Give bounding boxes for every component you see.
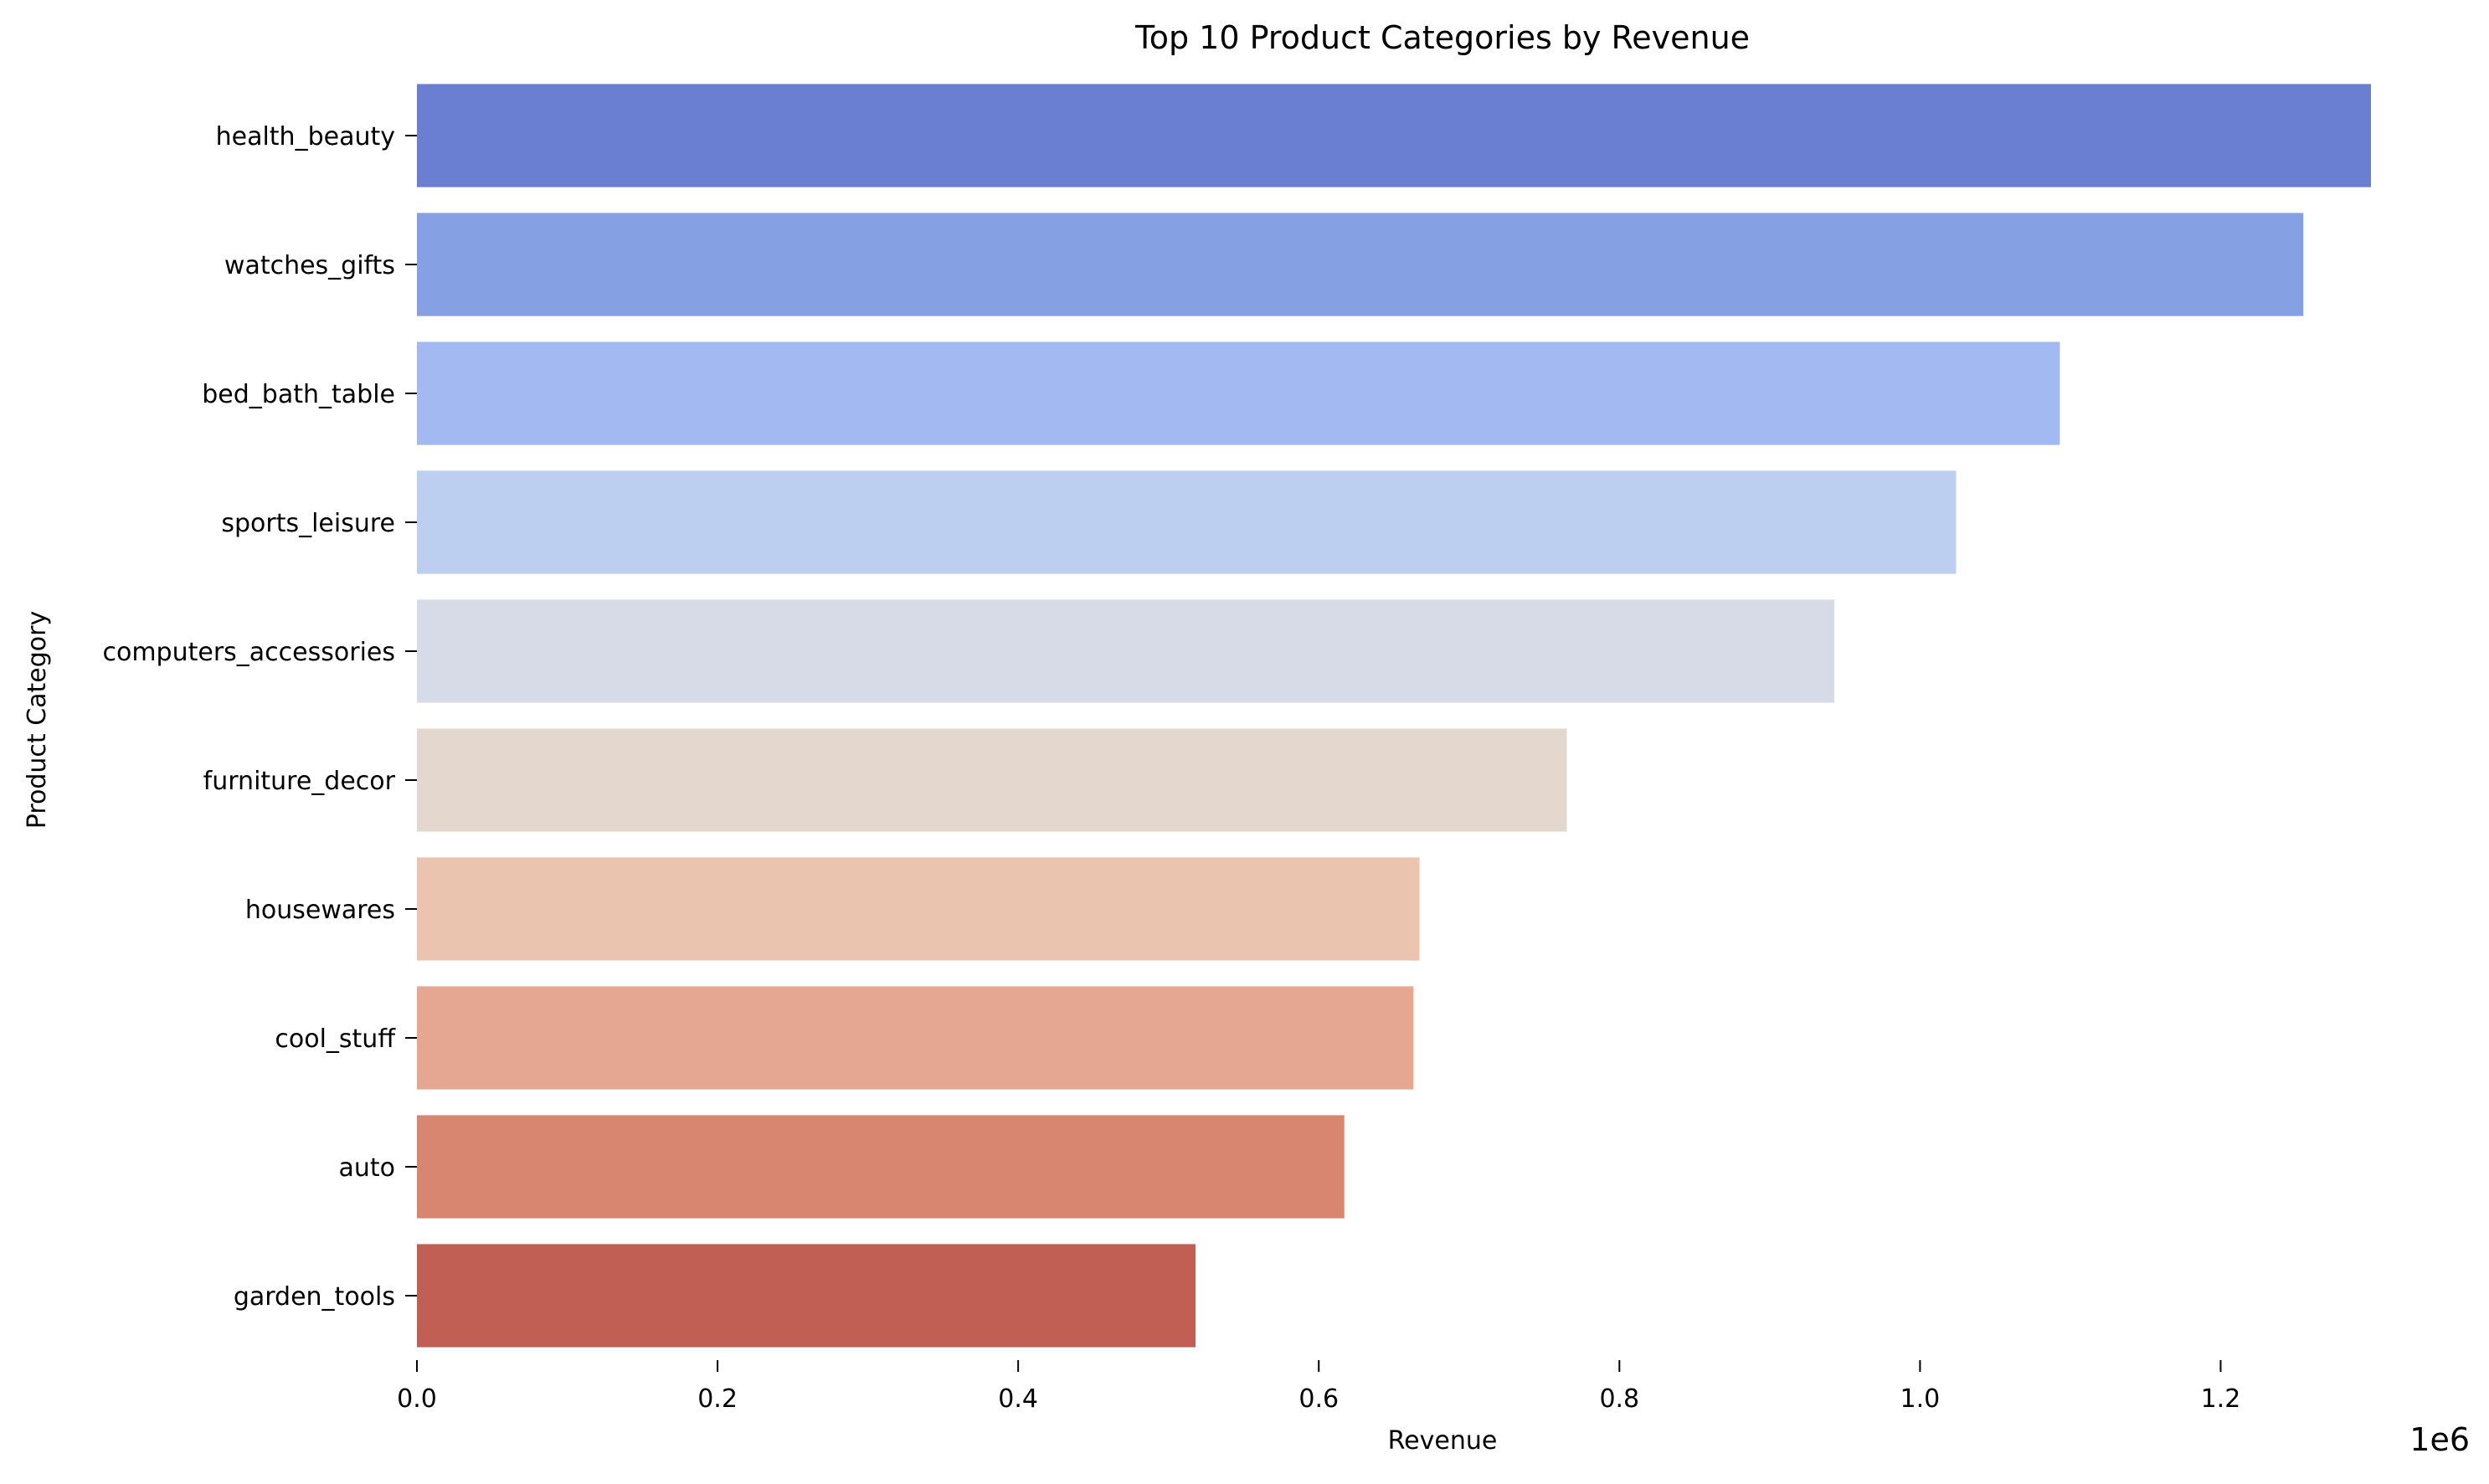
x-tick-label: 0.2 bbox=[697, 1384, 738, 1414]
bar-sports-leisure bbox=[417, 470, 1957, 574]
x-tick-label: 0.0 bbox=[397, 1384, 437, 1414]
y-tick-label: watches_gifts bbox=[224, 251, 395, 280]
bar-garden-tools bbox=[417, 1244, 1196, 1348]
y-tick-label: sports_leisure bbox=[221, 509, 395, 538]
y-tick-label: furniture_decor bbox=[203, 767, 396, 796]
y-tick-label: garden_tools bbox=[234, 1282, 395, 1312]
x-tick-label: 0.8 bbox=[1599, 1384, 1639, 1414]
chart-title: Top 10 Product Categories by Revenue bbox=[1134, 19, 1750, 56]
bar-furniture-decor bbox=[417, 728, 1567, 832]
bar-watches-gifts bbox=[417, 213, 2304, 316]
y-axis-label: Product Category bbox=[23, 611, 52, 829]
x-axis-ticks: 0.0 0.2 0.4 0.6 0.8 1.0 1.2 bbox=[397, 1360, 2240, 1414]
y-tick-label: bed_bath_table bbox=[202, 380, 395, 409]
bar-auto bbox=[417, 1115, 1345, 1219]
y-axis-ticks: health_beauty watches_gifts bed_bath_table… bbox=[102, 122, 417, 1312]
y-tick-label: auto bbox=[338, 1153, 395, 1183]
bars-layer bbox=[417, 84, 2371, 1348]
x-axis-offset-text: 1e6 bbox=[2409, 1421, 2470, 1458]
bar-health-beauty bbox=[417, 84, 2371, 187]
x-tick-label: 1.2 bbox=[2201, 1384, 2241, 1414]
x-axis-label: Revenue bbox=[1388, 1426, 1498, 1456]
x-tick-label: 0.6 bbox=[1298, 1384, 1339, 1414]
y-tick-label: computers_accessories bbox=[102, 638, 395, 667]
bar-computers-accessories bbox=[417, 599, 1835, 703]
y-tick-label: housewares bbox=[245, 896, 395, 925]
y-tick-label: cool_stuff bbox=[275, 1024, 396, 1054]
x-tick-label: 0.4 bbox=[998, 1384, 1038, 1414]
x-tick-label: 1.0 bbox=[1900, 1384, 1941, 1414]
bar-housewares bbox=[417, 857, 1420, 961]
bar-bed-bath-table bbox=[417, 341, 2060, 445]
bar-cool-stuff bbox=[417, 986, 1414, 1090]
y-tick-label: health_beauty bbox=[216, 122, 395, 151]
